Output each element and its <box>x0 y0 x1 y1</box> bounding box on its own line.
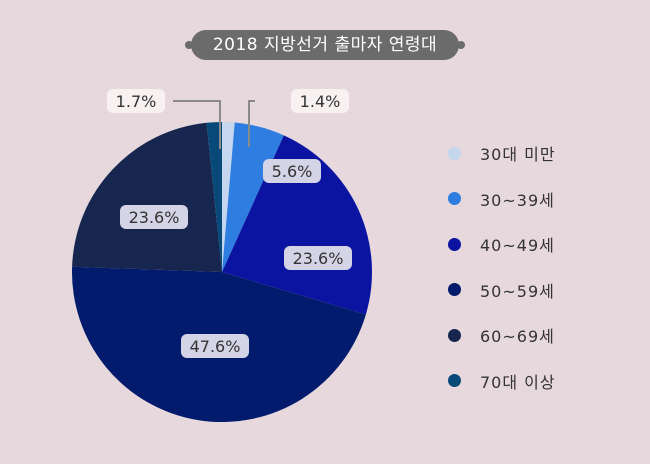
legend-item-2: 30~39세 <box>448 186 556 212</box>
data-label-box-2 <box>263 159 321 183</box>
pie-slice-1 <box>222 122 235 272</box>
data-label-box-3 <box>284 246 352 270</box>
legend-label: 30~39세 <box>480 190 555 210</box>
data-label-3: 23.6% <box>293 249 344 268</box>
legend-item-5: 60~69세 <box>448 322 556 348</box>
legend-swatch <box>448 283 461 296</box>
callout-line-6 <box>173 100 221 149</box>
legend-label: 50~59세 <box>480 281 555 301</box>
legend-label: 30대 미만 <box>480 145 556 164</box>
legend-item-1: 30대 미만 <box>448 140 556 166</box>
callout-line-1 <box>248 100 255 147</box>
legend-swatch <box>448 328 461 342</box>
legend-label: 60~69세 <box>480 327 555 346</box>
legend-swatch <box>448 237 461 251</box>
legend-swatch <box>448 146 461 160</box>
legend-item-3: 40~49세 <box>448 231 556 257</box>
data-label-box-5 <box>120 205 188 229</box>
data-label-1: 1.4% <box>300 92 341 111</box>
data-label-box-6 <box>107 89 165 113</box>
pie-slice-5 <box>72 122 223 272</box>
legend-swatch <box>448 374 461 387</box>
legend-label: 70대 이상 <box>480 372 556 392</box>
chart-title: 2018 지방선거 출마자 연령대 <box>184 30 466 60</box>
data-label-6: 1.7% <box>116 92 157 111</box>
chart-title-container: 2018 지방선거 출마자 연령대 <box>0 28 650 62</box>
data-label-4: 47.6% <box>190 337 241 356</box>
data-label-2: 5.6% <box>272 162 313 181</box>
legend-item-6: 70대 이상 <box>448 368 556 394</box>
legend: 30대 미만 30~39세 40~49세 50~59세 60~69세 70대 이상 <box>448 140 556 413</box>
pie-slice-6 <box>206 122 222 272</box>
legend-swatch <box>448 192 461 205</box>
legend-item-4: 50~59세 <box>448 277 556 303</box>
data-label-5: 23.6% <box>129 208 180 227</box>
data-label-box-1 <box>291 89 349 113</box>
legend-label: 40~49세 <box>480 236 555 255</box>
data-label-box-4 <box>181 334 249 358</box>
